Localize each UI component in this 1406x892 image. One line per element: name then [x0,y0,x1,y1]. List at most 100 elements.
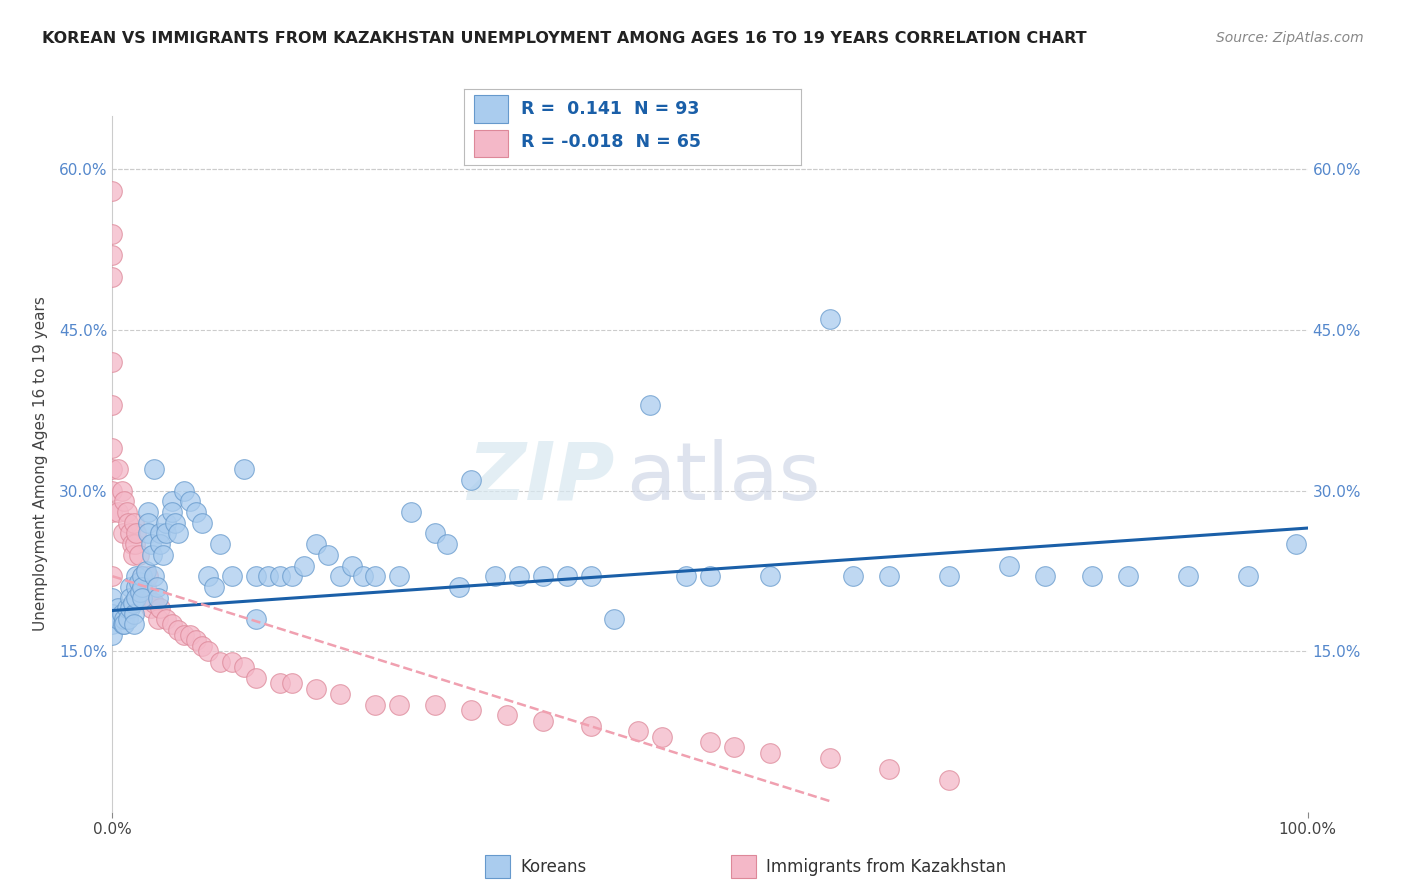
Point [120,526,142,541]
Point [221,655,243,669]
Point [842,569,865,583]
Point [186,633,208,648]
Point [245,569,267,583]
Point [162,617,183,632]
Point [101,398,124,412]
Point [121,548,143,562]
Point [125,580,148,594]
Point [555,569,578,583]
Point [149,601,172,615]
Point [877,569,900,583]
Point [128,548,150,562]
Point [579,569,602,583]
Point [759,569,782,583]
Point [208,537,231,551]
Point [114,612,135,626]
Point [125,526,148,541]
Point [401,505,423,519]
Text: Immigrants from Kazakhstan: Immigrants from Kazakhstan [766,857,1007,876]
Point [699,735,721,749]
Point [101,591,124,605]
FancyBboxPatch shape [474,130,508,158]
Point [364,569,387,583]
Point [101,483,124,498]
Point [111,483,134,498]
Point [128,574,150,589]
Point [1116,569,1139,583]
Point [124,537,146,551]
Point [531,714,554,728]
Point [197,569,219,583]
Point [131,569,153,583]
Point [117,516,139,530]
Point [131,569,153,583]
Point [138,591,160,605]
Point [269,676,291,690]
Point [146,612,169,626]
Point [167,623,190,637]
Point [245,671,267,685]
Point [112,617,135,632]
Point [191,639,214,653]
Point [998,558,1021,573]
Point [186,505,208,519]
Point [120,580,142,594]
Point [167,526,190,541]
Point [447,580,470,594]
Point [938,569,960,583]
Point [101,505,124,519]
Point [101,628,124,642]
Point [723,740,745,755]
Text: Koreans: Koreans [520,857,586,876]
Point [232,660,256,674]
Point [149,537,172,551]
Point [131,591,153,605]
Point [122,607,145,621]
Point [245,612,267,626]
Point [304,681,326,696]
Point [139,537,162,551]
Point [125,569,148,583]
Point [328,687,352,701]
Point [129,585,152,599]
Point [304,537,326,551]
Point [107,612,129,626]
Point [101,227,124,241]
Point [101,248,124,262]
Point [496,708,519,723]
Point [101,617,124,632]
Point [1177,569,1199,583]
Point [257,569,280,583]
Point [818,312,841,326]
Point [138,526,160,541]
Point [117,612,139,626]
Point [425,698,447,712]
Point [149,526,172,541]
Point [675,569,697,583]
Point [484,569,506,583]
Point [191,516,214,530]
Point [352,569,374,583]
Point [388,698,411,712]
Point [122,617,145,632]
Point [531,569,554,583]
Point [145,580,167,594]
Point [292,558,315,573]
Point [328,569,352,583]
Point [135,564,157,578]
Point [221,569,243,583]
Point [138,569,160,583]
Point [135,580,157,594]
Point [460,473,482,487]
Point [759,746,782,760]
Point [179,494,201,508]
Point [699,569,721,583]
Point [162,494,183,508]
Point [1285,537,1308,551]
Point [112,526,135,541]
Y-axis label: Unemployment Among Ages 16 to 19 years: Unemployment Among Ages 16 to 19 years [32,296,48,632]
Point [208,655,231,669]
Point [131,591,153,605]
Point [269,569,291,583]
Point [101,355,124,369]
